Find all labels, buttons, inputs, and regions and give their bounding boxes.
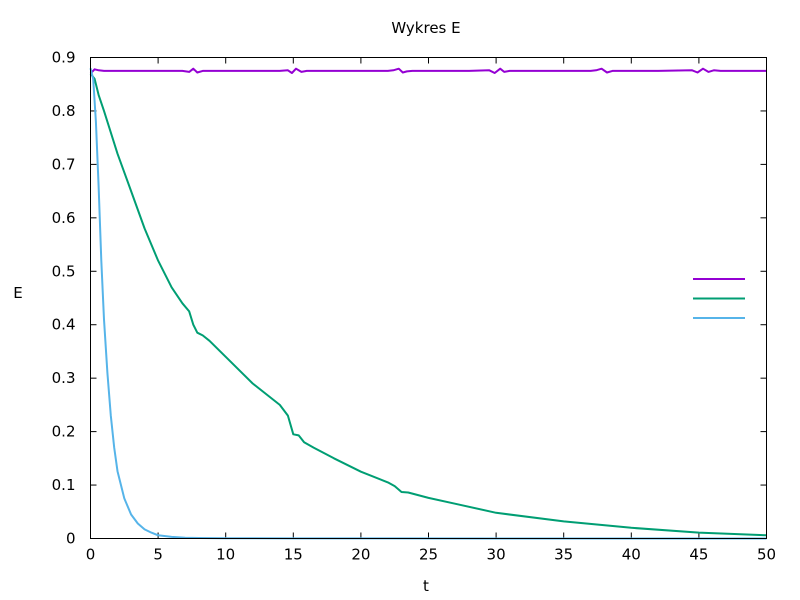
x-axis-label: t <box>423 577 429 595</box>
x-tick-label: 25 <box>419 546 438 564</box>
axis-ticks: 0 5 10 15 20 25 30 35 40 45 50 0 0.1 0.2 0.3 0.4 0.5 0.6 0… <box>52 49 776 564</box>
x-tick-label: 45 <box>689 546 708 564</box>
y-tick-label: 0 <box>66 530 76 548</box>
x-tick-label: 5 <box>153 546 163 564</box>
x-tick-label: 40 <box>622 546 641 564</box>
y-tick-label: 0.8 <box>52 102 76 120</box>
y-tick-label: 0.3 <box>52 369 76 387</box>
series-lines <box>89 67 767 540</box>
y-tick-label: 0.6 <box>52 209 76 227</box>
x-tick-label: 15 <box>284 546 303 564</box>
y-tick-label: 0.5 <box>52 262 76 280</box>
y-axis-label: E <box>13 284 22 302</box>
y-tick-label: 0.1 <box>52 476 76 494</box>
series-line-3 <box>89 67 767 540</box>
x-tick-label: 30 <box>487 546 506 564</box>
series-line-1 <box>89 67 767 75</box>
chart-title: Wykres E <box>391 19 460 37</box>
legend <box>693 278 745 319</box>
x-tick-label: 0 <box>86 546 96 564</box>
y-tick-label: 0.9 <box>52 49 76 67</box>
x-tick-label: 10 <box>216 546 235 564</box>
x-tick-label: 35 <box>554 546 573 564</box>
x-tick-label: 50 <box>757 546 776 564</box>
series-line-2 <box>89 72 767 537</box>
y-tick-label: 0.4 <box>52 316 76 334</box>
plot-frame <box>90 57 767 539</box>
y-tick-label: 0.7 <box>52 155 76 173</box>
y-tick-label: 0.2 <box>52 423 76 441</box>
x-tick-label: 20 <box>351 546 370 564</box>
